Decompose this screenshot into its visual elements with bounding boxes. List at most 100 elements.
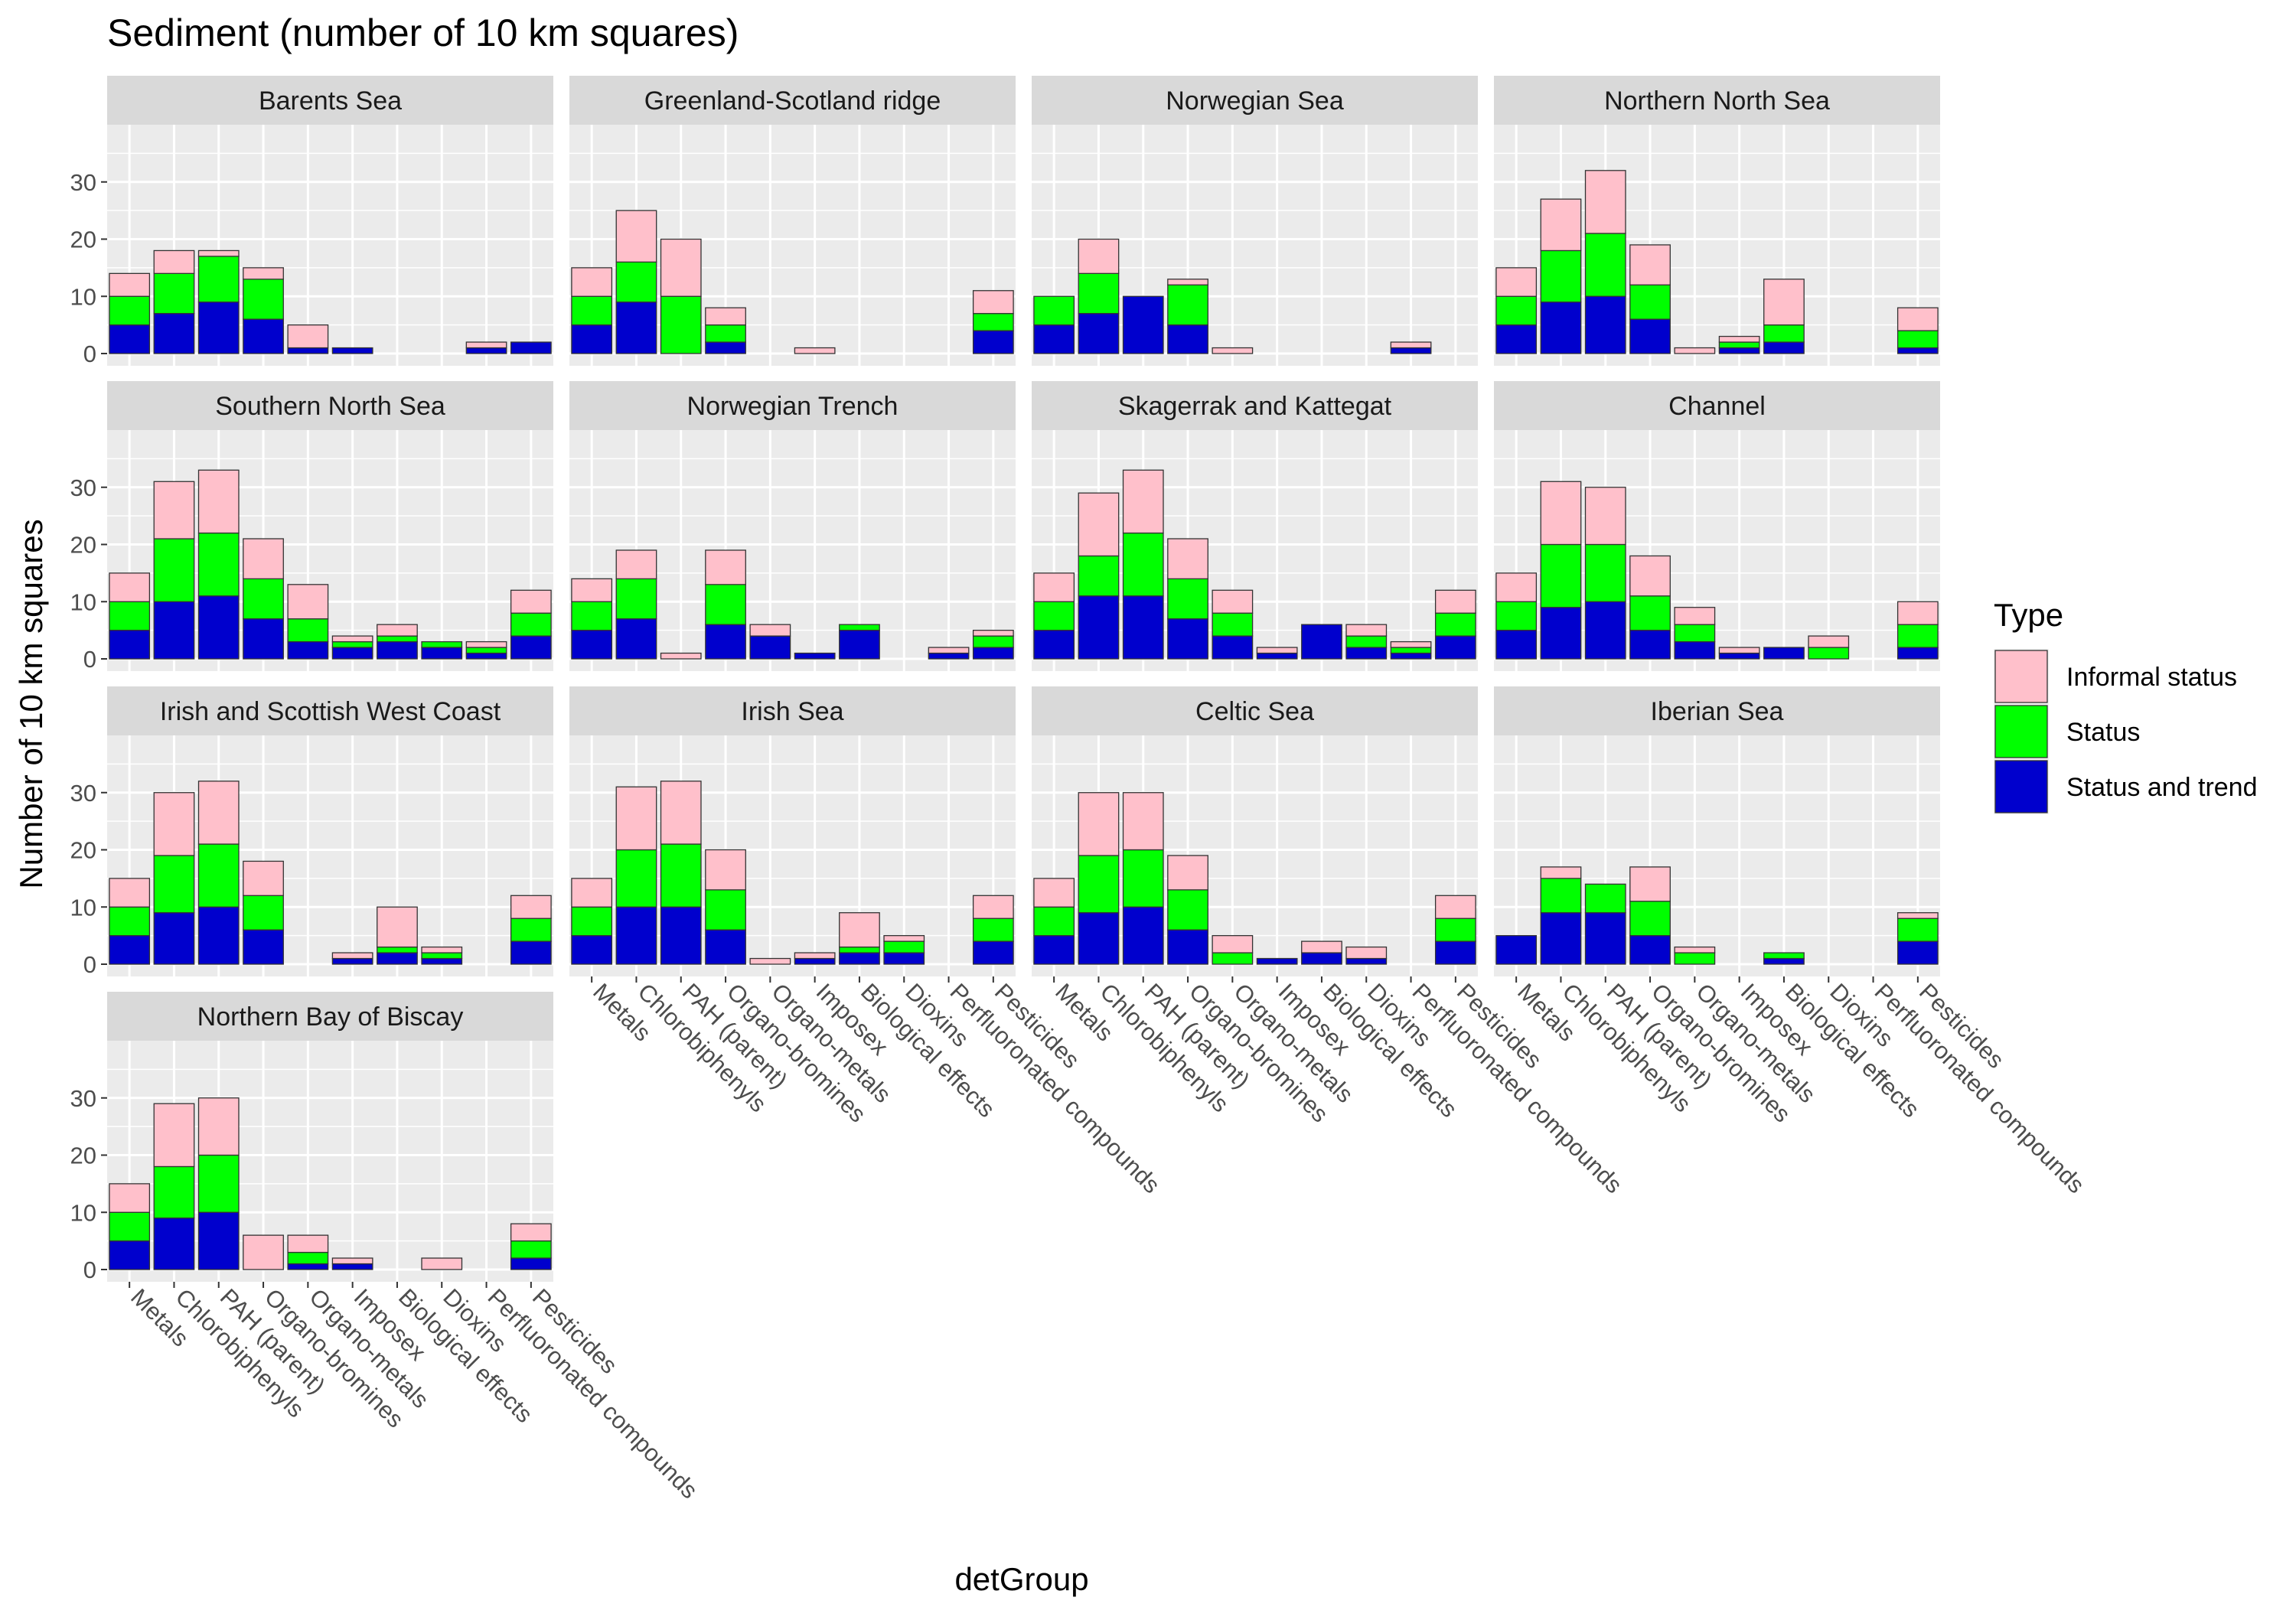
bar-iberian-sea-metals-status-and-trend <box>1495 934 1538 965</box>
bar-northern-bay-of-biscay-imposex-status-and-trend <box>331 1263 373 1270</box>
bar-southern-north-sea-pah-parent-informal-status <box>197 469 240 534</box>
bar-northern-bay-of-biscay-metals-informal-status <box>109 1183 151 1213</box>
bar-northern-north-sea-metals-status <box>1495 295 1538 326</box>
bar-iberian-sea-chlorobiphenyls-informal-status <box>1540 866 1582 879</box>
bar-irish-sea-pesticides-status <box>972 918 1014 942</box>
bar-channel-organo-bromines-status-and-trend <box>1629 629 1671 660</box>
bar-northern-bay-of-biscay-chlorobiphenyls-status-and-trend <box>153 1217 195 1270</box>
panel-norwegian-sea: Norwegian Sea <box>1032 76 1478 366</box>
bar-southern-north-sea-metals-status <box>109 601 151 631</box>
panel-northern-bay-of-biscay: Northern Bay of Biscay0102030MetalsChlor… <box>70 992 703 1504</box>
bar-channel-dioxins-informal-status <box>1808 635 1850 648</box>
strip-label-iberian-sea: Iberian Sea <box>1651 697 1784 726</box>
bar-irish-and-scottish-west-coast-metals-status <box>109 906 151 937</box>
strip-label-irish-sea: Irish Sea <box>741 697 843 726</box>
bar-celtic-sea-metals-status <box>1033 906 1075 937</box>
bar-irish-sea-dioxins-informal-status <box>883 934 925 942</box>
bar-skagerrak-and-kattegat-perfluoronated-compounds-informal-status <box>1390 641 1432 648</box>
bar-barents-sea-metals-status <box>109 295 151 326</box>
bar-channel-pah-parent-informal-status <box>1584 487 1626 546</box>
bar-irish-sea-pesticides-status-and-trend <box>972 940 1014 965</box>
bar-celtic-sea-metals-status-and-trend <box>1033 934 1075 965</box>
legend-swatch-status-and-trend <box>1994 760 2048 813</box>
y-tick-label: 20 <box>70 1143 96 1169</box>
bar-irish-sea-chlorobiphenyls-status-and-trend <box>615 906 657 965</box>
strip-irish-and-scottish-west-coast <box>107 686 553 735</box>
bar-celtic-sea-dioxins-informal-status <box>1345 946 1388 960</box>
bar-irish-and-scottish-west-coast-metals-status-and-trend <box>109 934 151 965</box>
bar-skagerrak-and-kattegat-organo-bromines-status-and-trend <box>1167 618 1208 660</box>
bar-northern-north-sea-organo-bromines-status <box>1629 284 1671 320</box>
bar-skagerrak-and-kattegat-chlorobiphenyls-status <box>1078 555 1120 597</box>
bar-irish-sea-imposex-informal-status <box>794 952 836 960</box>
bar-irish-and-scottish-west-coast-pah-parent-status-and-trend <box>197 906 240 965</box>
bar-greenland-scotland-ridge-pesticides-informal-status <box>972 290 1014 315</box>
bar-iberian-sea-biological-effects-status <box>1763 952 1805 960</box>
bar-greenland-scotland-ridge-metals-informal-status <box>571 267 613 297</box>
bar-southern-north-sea-imposex-status-and-trend <box>331 647 373 660</box>
x-axis-title: detGroup <box>954 1561 1088 1597</box>
bar-channel-pesticides-status-and-trend <box>1896 647 1939 660</box>
y-tick-label: 10 <box>70 1199 96 1226</box>
bar-greenland-scotland-ridge-chlorobiphenyls-status-and-trend <box>615 302 657 354</box>
strip-label-southern-north-sea: Southern North Sea <box>215 392 445 421</box>
bar-skagerrak-and-kattegat-organo-metals-informal-status <box>1212 589 1254 614</box>
bar-skagerrak-and-kattegat-metals-status-and-trend <box>1033 629 1075 660</box>
bar-northern-north-sea-chlorobiphenyls-status <box>1540 249 1582 303</box>
bar-northern-bay-of-biscay-metals-status <box>109 1211 151 1242</box>
bar-irish-and-scottish-west-coast-metals-informal-status <box>109 878 151 908</box>
bar-celtic-sea-organo-bromines-status-and-trend <box>1167 929 1208 965</box>
bar-greenland-scotland-ridge-pah-parent-status <box>660 295 702 354</box>
bar-celtic-sea-pesticides-informal-status <box>1434 895 1476 919</box>
y-tick-label: 20 <box>70 837 96 864</box>
bar-barents-sea-metals-status-and-trend <box>109 324 151 354</box>
strip-norwegian-sea <box>1032 76 1478 125</box>
y-tick-label: 30 <box>70 474 96 501</box>
bar-southern-north-sea-perfluoronated-compounds-status <box>465 647 507 654</box>
bar-channel-organo-bromines-status <box>1629 595 1671 631</box>
bar-irish-and-scottish-west-coast-imposex-status-and-trend <box>331 957 373 965</box>
strip-label-northern-bay-of-biscay: Northern Bay of Biscay <box>197 1002 464 1032</box>
bar-channel-metals-informal-status <box>1495 572 1538 602</box>
bar-barents-sea-organo-bromines-status <box>243 279 284 320</box>
bar-greenland-scotland-ridge-metals-status-and-trend <box>571 324 613 354</box>
bar-northern-north-sea-chlorobiphenyls-status-and-trend <box>1540 302 1582 354</box>
y-axis-title: Number of 10 km squares <box>13 519 49 888</box>
bar-greenland-scotland-ridge-imposex-informal-status <box>794 347 836 354</box>
chart-title: Sediment (number of 10 km squares) <box>107 11 739 54</box>
legend-label-status: Status <box>2066 718 2140 747</box>
bar-skagerrak-and-kattegat-pesticides-status-and-trend <box>1434 635 1476 660</box>
bar-greenland-scotland-ridge-pesticides-status <box>972 313 1014 331</box>
bar-northern-north-sea-chlorobiphenyls-informal-status <box>1540 198 1582 252</box>
bar-southern-north-sea-organo-metals-status <box>287 618 329 643</box>
bar-greenland-scotland-ridge-organo-bromines-informal-status <box>705 307 746 326</box>
bar-channel-organo-bromines-informal-status <box>1629 555 1671 597</box>
bar-northern-bay-of-biscay-pah-parent-status-and-trend <box>197 1211 240 1270</box>
bar-northern-bay-of-biscay-pah-parent-status <box>197 1154 240 1213</box>
y-tick-label: 0 <box>83 1257 96 1283</box>
bar-barents-sea-organo-metals-informal-status <box>287 324 329 349</box>
bar-northern-bay-of-biscay-organo-metals-informal-status <box>287 1234 329 1253</box>
bar-channel-metals-status-and-trend <box>1495 629 1538 660</box>
bar-celtic-sea-pah-parent-status-and-trend <box>1122 906 1164 965</box>
bar-iberian-sea-pesticides-informal-status <box>1896 912 1939 919</box>
y-tick-label: 20 <box>70 227 96 253</box>
bar-norwegian-sea-metals-status-and-trend <box>1033 324 1075 354</box>
y-tick-label: 0 <box>83 341 96 367</box>
bar-skagerrak-and-kattegat-chlorobiphenyls-status-and-trend <box>1078 595 1120 660</box>
bar-norwegian-trench-organo-bromines-informal-status <box>705 549 746 585</box>
bar-southern-north-sea-dioxins-status <box>421 641 463 648</box>
bar-greenland-scotland-ridge-pesticides-status-and-trend <box>972 330 1014 354</box>
bar-irish-and-scottish-west-coast-biological-effects-status <box>377 946 418 953</box>
bar-celtic-sea-organo-metals-informal-status <box>1212 934 1254 953</box>
bar-barents-sea-pesticides-status-and-trend <box>510 341 552 354</box>
bar-norwegian-trench-perfluoronated-compounds-informal-status <box>928 647 970 654</box>
bar-irish-and-scottish-west-coast-biological-effects-status-and-trend <box>377 952 418 965</box>
bar-northern-north-sea-organo-bromines-informal-status <box>1629 244 1671 285</box>
bar-southern-north-sea-biological-effects-informal-status <box>377 624 418 637</box>
bar-norwegian-sea-organo-bromines-status <box>1167 284 1208 326</box>
bar-irish-and-scottish-west-coast-dioxins-status-and-trend <box>421 957 463 965</box>
bar-greenland-scotland-ridge-chlorobiphenyls-informal-status <box>615 210 657 263</box>
bar-irish-sea-metals-status-and-trend <box>571 934 613 965</box>
